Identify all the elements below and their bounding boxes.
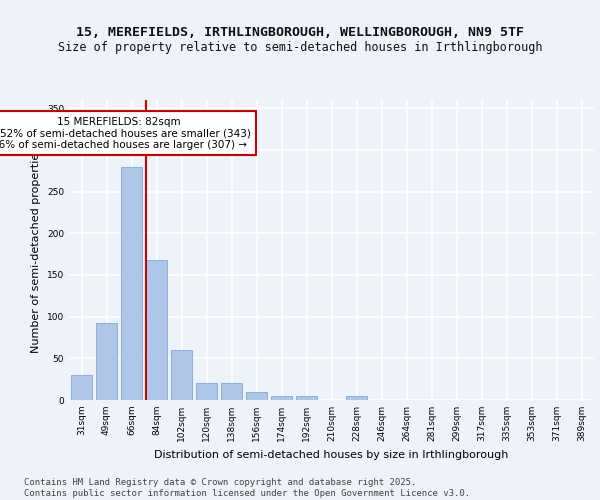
Bar — [171, 350, 192, 400]
Bar — [346, 396, 367, 400]
Bar — [196, 384, 217, 400]
Bar — [146, 260, 167, 400]
Text: Size of property relative to semi-detached houses in Irthlingborough: Size of property relative to semi-detach… — [58, 41, 542, 54]
Y-axis label: Number of semi-detached properties: Number of semi-detached properties — [31, 147, 41, 353]
Bar — [96, 322, 117, 400]
Text: 15 MEREFIELDS: 82sqm
← 52% of semi-detached houses are smaller (343)
46% of semi: 15 MEREFIELDS: 82sqm ← 52% of semi-detac… — [0, 116, 250, 150]
Bar — [271, 396, 292, 400]
Bar — [221, 384, 242, 400]
Bar — [71, 375, 92, 400]
Bar — [296, 396, 317, 400]
Text: Contains HM Land Registry data © Crown copyright and database right 2025.
Contai: Contains HM Land Registry data © Crown c… — [24, 478, 470, 498]
Bar — [121, 166, 142, 400]
Text: 15, MEREFIELDS, IRTHLINGBOROUGH, WELLINGBOROUGH, NN9 5TF: 15, MEREFIELDS, IRTHLINGBOROUGH, WELLING… — [76, 26, 524, 39]
X-axis label: Distribution of semi-detached houses by size in Irthlingborough: Distribution of semi-detached houses by … — [154, 450, 509, 460]
Bar — [246, 392, 267, 400]
